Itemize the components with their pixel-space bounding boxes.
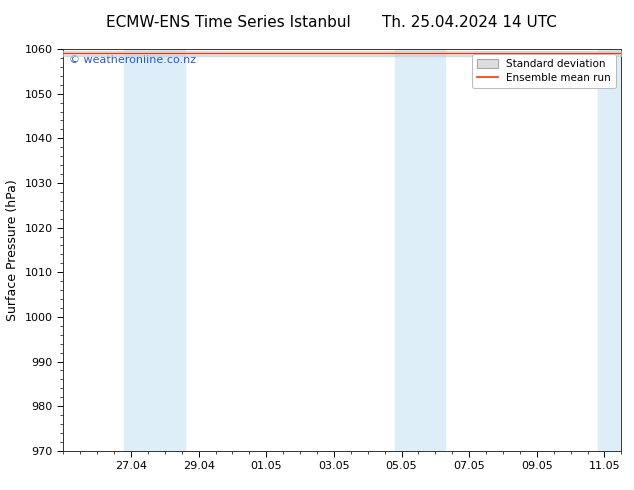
Text: ECMW-ENS Time Series Istanbul: ECMW-ENS Time Series Istanbul [106,15,351,29]
Bar [124,49,185,451]
Text: © weatheronline.co.nz: © weatheronline.co.nz [69,55,196,65]
Bar [598,49,621,451]
Legend: Standard deviation, Ensemble mean run: Standard deviation, Ensemble mean run [472,54,616,88]
Bar [395,49,446,451]
Text: Th. 25.04.2024 14 UTC: Th. 25.04.2024 14 UTC [382,15,557,29]
Y-axis label: Surface Pressure (hPa): Surface Pressure (hPa) [6,179,19,321]
